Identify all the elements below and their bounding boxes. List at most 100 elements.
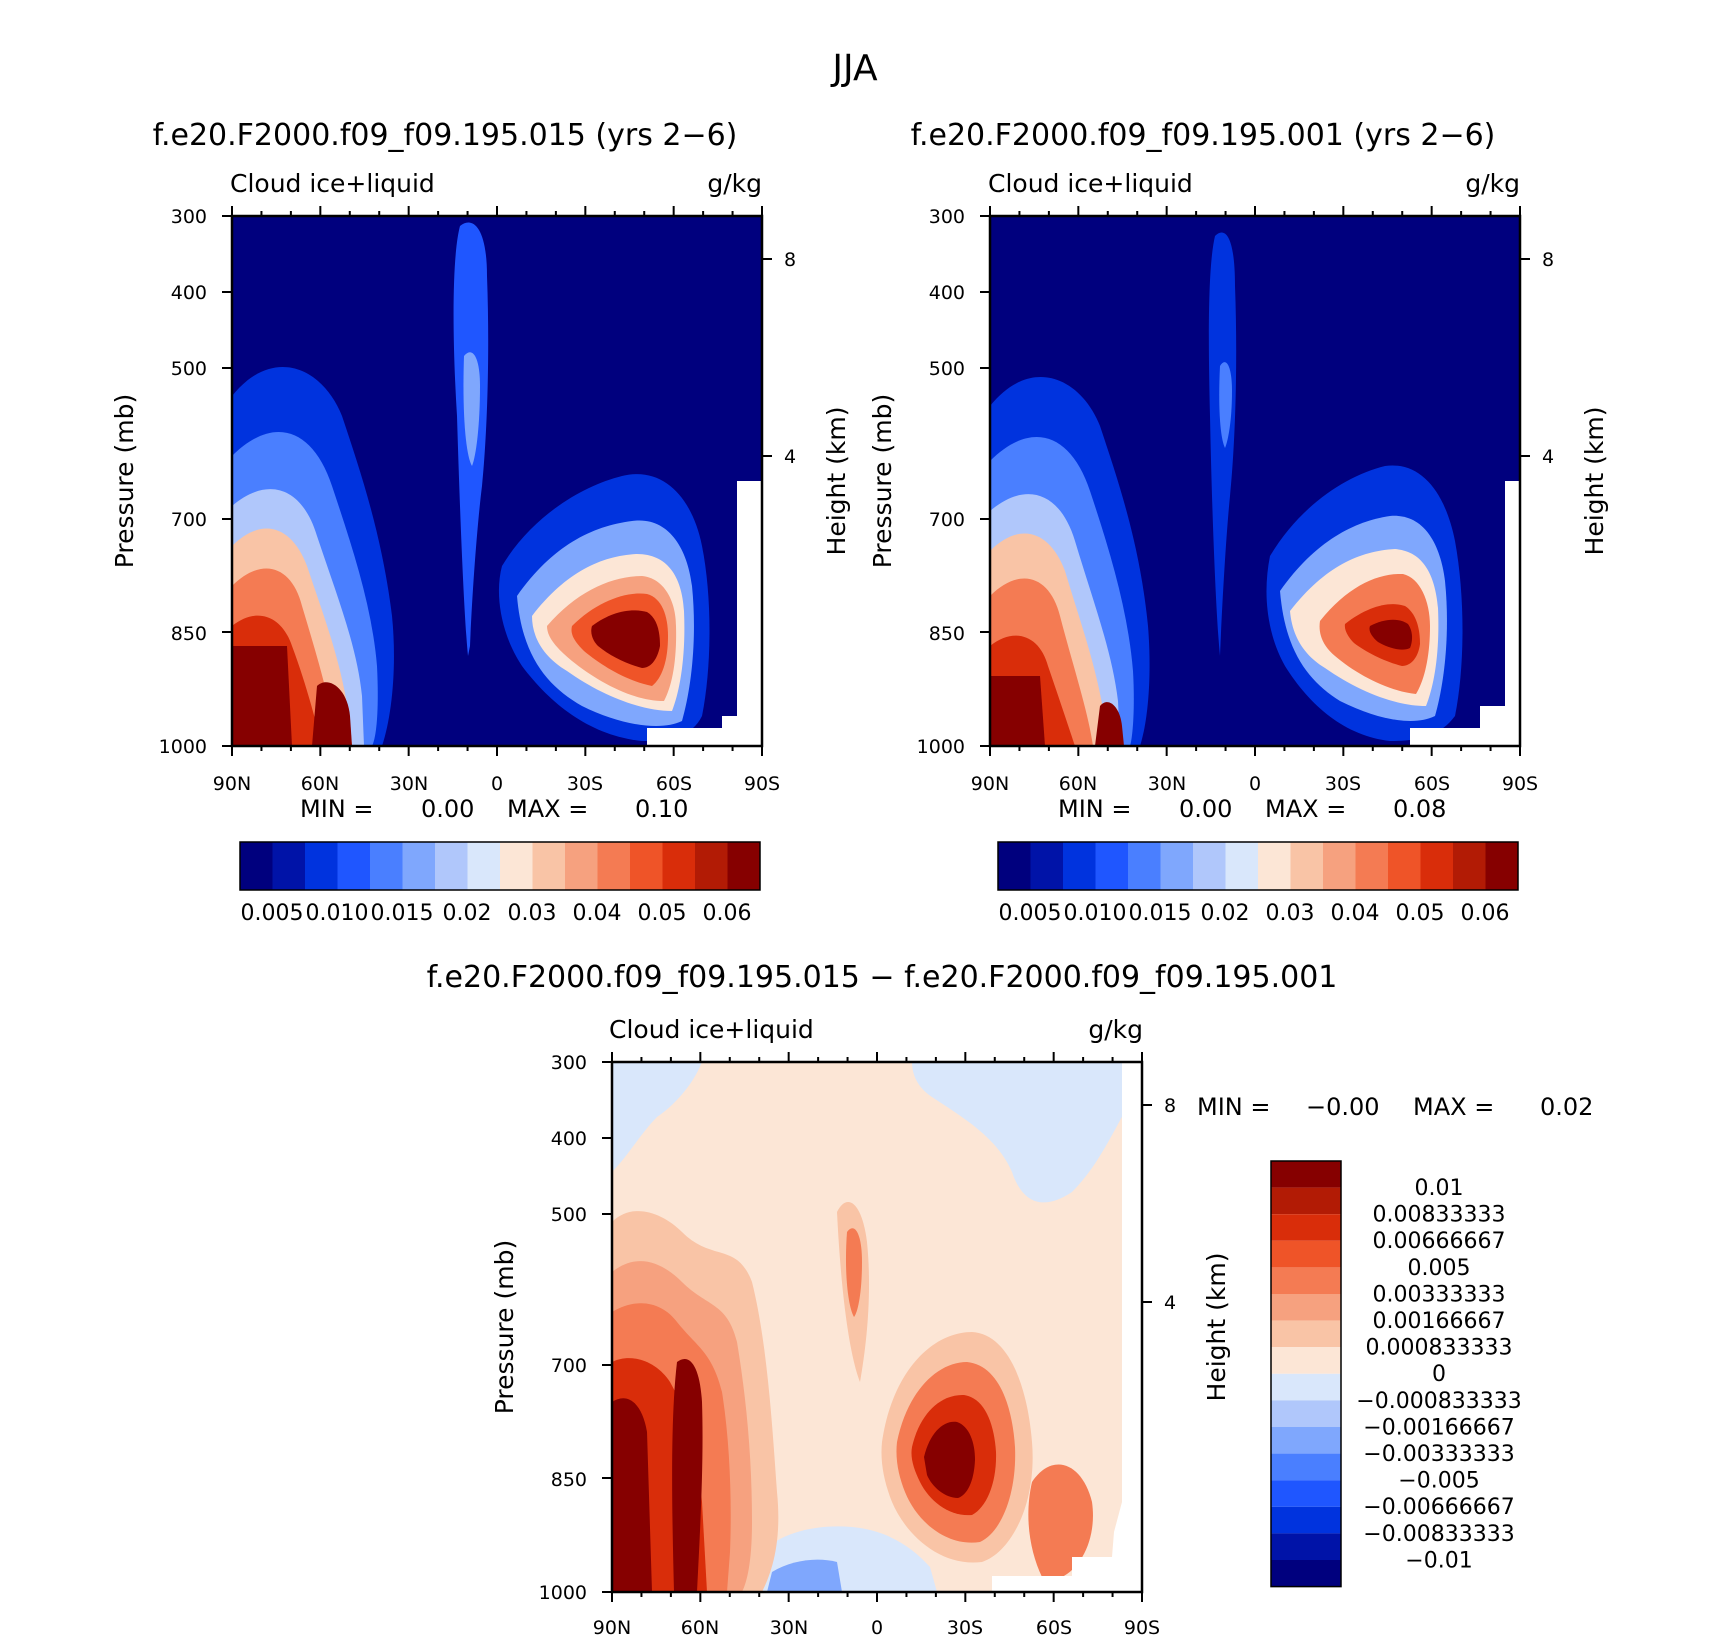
p3-min-value: −0.00 — [1306, 1093, 1380, 1121]
p3-ytick-500: 500 — [551, 1204, 587, 1226]
p2-max-value: 0.08 — [1393, 795, 1446, 823]
cb2-swatch — [1388, 842, 1421, 890]
colorbar-3: 0.01 0.00833333 0.00666667 0.005 0.00333… — [1270, 1160, 1522, 1588]
p1-xtick-90s: 90S — [744, 773, 780, 795]
cb3-swatch — [1271, 1427, 1341, 1454]
cb1-label: 0.03 — [508, 901, 557, 926]
cb1-swatch — [337, 842, 370, 890]
cb3-label: −0.01 — [1405, 1548, 1472, 1573]
p1-ytick-850: 850 — [171, 623, 207, 645]
p3-xtick-30n: 30N — [770, 1617, 808, 1636]
cb3-label: −0.00666667 — [1363, 1495, 1514, 1520]
p2-level-15 — [990, 676, 1045, 746]
p3-south-4 — [924, 1421, 975, 1498]
p2-equator-core — [1219, 362, 1232, 448]
cb3-label: −0.00833333 — [1363, 1522, 1514, 1547]
p3-xtick-60s: 60S — [1036, 1617, 1072, 1636]
panel-2-title: f.e20.F2000.f09_f09.195.001 (yrs 2−6) — [911, 118, 1496, 153]
p3-height-4: 4 — [1164, 1292, 1176, 1314]
p3-ytick-700: 700 — [551, 1355, 587, 1377]
p2-xtick-30n: 30N — [1148, 773, 1186, 795]
p2-ytick-400: 400 — [929, 282, 965, 304]
p3-max-value: 0.02 — [1540, 1093, 1593, 1121]
cb1-swatch — [727, 842, 760, 890]
p2-max-label: MAX = — [1265, 795, 1346, 823]
cb3-label: 0.005 — [1408, 1256, 1471, 1281]
cb1-swatch — [240, 842, 273, 890]
cb3-swatch — [1271, 1240, 1341, 1268]
colorbar-1-swatches — [240, 842, 760, 890]
cb3-label: −0.005 — [1398, 1469, 1479, 1494]
p2-xtick-60s: 60S — [1414, 773, 1450, 795]
cb3-label: 0 — [1432, 1362, 1446, 1387]
p1-xtick-90n: 90N — [213, 773, 251, 795]
p2-ylabel-right: Height (km) — [1580, 407, 1609, 556]
panel-3-plot-area — [612, 1062, 1142, 1592]
panel-3: f.e20.F2000.f09_f09.195.015 − f.e20.F200… — [427, 960, 1594, 1636]
p1-max-label: MAX = — [507, 795, 588, 823]
cb3-swatch — [1271, 1347, 1341, 1374]
cb1-swatch — [370, 842, 403, 890]
panel-2-plot-area — [990, 216, 1520, 746]
p3-blue-nw — [612, 1062, 702, 1172]
p2-xtick-60n: 60N — [1059, 773, 1097, 795]
cb1-label: 0.005 — [241, 901, 304, 926]
cb1-swatch — [630, 842, 663, 890]
cb2-swatch — [1258, 842, 1291, 890]
cb1-swatch — [272, 842, 305, 890]
p2-ylabel-left: Pressure (mb) — [868, 394, 897, 568]
cb2-label: 0.010 — [1064, 901, 1127, 926]
cb3-swatch — [1271, 1533, 1341, 1560]
cb1-label: 0.05 — [638, 901, 687, 926]
panel-2-units: g/kg — [1465, 169, 1520, 198]
p3-equator-core — [845, 1228, 862, 1317]
colorbar-1-frame — [239, 841, 761, 891]
cb2-swatch — [1063, 842, 1096, 890]
p3-xtick-60n: 60N — [681, 1617, 719, 1636]
panel-2: f.e20.F2000.f09_f09.195.001 (yrs 2−6) Cl… — [868, 118, 1609, 823]
p1-xtick-30s: 30S — [567, 773, 603, 795]
colorbar-1-labels: 0.005 0.010 0.015 0.02 0.03 0.04 0.05 0.… — [241, 901, 752, 926]
p1-southern-cloud-6 — [591, 610, 660, 668]
p3-ylabel-right: Height (km) — [1202, 1253, 1231, 1402]
p2-xtick-90n: 90N — [971, 773, 1009, 795]
panel-3-y-ticks: 300 400 500 700 850 1000 — [539, 1052, 587, 1604]
cb2-swatch — [1225, 842, 1258, 890]
cb1-swatch — [662, 842, 695, 890]
cb3-swatch — [1271, 1267, 1341, 1294]
cb2-swatch — [1030, 842, 1063, 890]
p2-southern-cloud-6 — [1369, 619, 1413, 650]
cb2-swatch — [1193, 842, 1226, 890]
cb1-swatch — [532, 842, 565, 890]
cb2-label: 0.015 — [1129, 901, 1192, 926]
cb1-swatch — [565, 842, 598, 890]
p1-height-4: 4 — [784, 446, 796, 468]
panel-3-field-label: Cloud ice+liquid — [609, 1015, 814, 1044]
cb1-label: 0.015 — [371, 901, 434, 926]
p1-level-15 — [232, 646, 292, 746]
p3-blue-ne — [912, 1062, 1142, 1203]
cb2-label: 0.02 — [1201, 901, 1250, 926]
p1-ytick-700: 700 — [171, 509, 207, 531]
p2-xtick-0: 0 — [1249, 773, 1261, 795]
p1-ytick-300: 300 — [171, 206, 207, 228]
panel-1-y-ticks: 300 400 500 700 850 1000 — [159, 206, 207, 758]
p1-xtick-30n: 30N — [390, 773, 428, 795]
cb2-swatch — [1095, 842, 1128, 890]
p2-level-15b — [1095, 702, 1124, 746]
p3-ytick-300: 300 — [551, 1052, 587, 1074]
p1-ytick-1000: 1000 — [159, 736, 207, 758]
colorbar-2-swatches — [998, 842, 1518, 890]
cb1-label: 0.06 — [703, 901, 752, 926]
cb3-label: −0.000833333 — [1356, 1389, 1521, 1414]
cb3-label: 0.01 — [1415, 1176, 1464, 1201]
panel-1: f.e20.F2000.f09_f09.195.015 (yrs 2−6) Cl… — [110, 118, 851, 823]
p2-height-4: 4 — [1542, 446, 1554, 468]
colorbar-2-labels: 0.005 0.010 0.015 0.02 0.03 0.04 0.05 0.… — [999, 901, 1510, 926]
cb2-swatch — [998, 842, 1031, 890]
cb3-swatch — [1271, 1480, 1341, 1507]
panel-1-x-ticks: 90N 60N 30N 0 30S 60S 90S — [213, 773, 780, 795]
panel-1-field-label: Cloud ice+liquid — [230, 169, 435, 198]
p1-min-label: MIN = — [300, 795, 373, 823]
